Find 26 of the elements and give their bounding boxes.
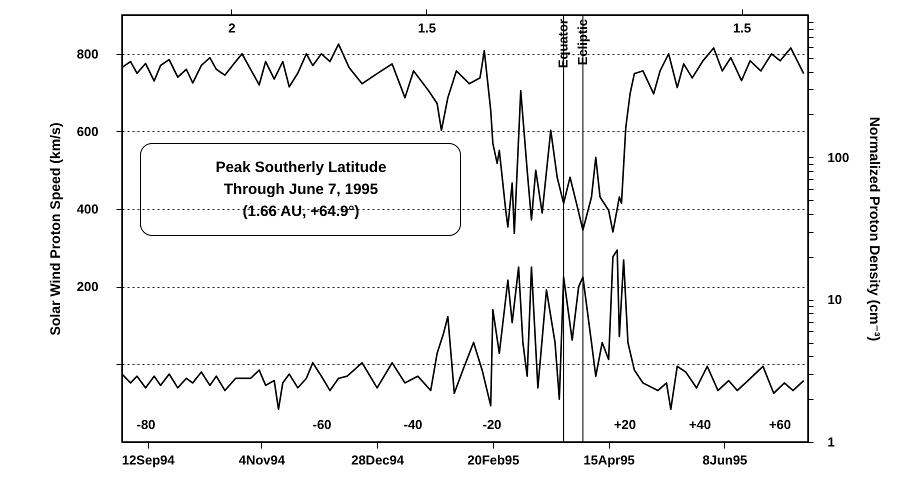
x2-tick-label: 2 bbox=[228, 20, 236, 36]
annotation: +60 bbox=[768, 417, 792, 432]
annotation: -80 bbox=[136, 417, 156, 432]
x-tick-label: 20Feb95 bbox=[467, 452, 520, 468]
x2-tick-label: 1.5 bbox=[733, 20, 752, 36]
x-tick-label: 8Jun95 bbox=[702, 452, 748, 468]
x2-tick-label: 1.5 bbox=[418, 20, 436, 36]
x-tick-label: 4Nov94 bbox=[238, 452, 286, 468]
annotation: Peak Southerly Latitude Through June 7, 1995 (1.66 AU, +64.9°) bbox=[216, 159, 386, 220]
x-tick-label: 28Dec94 bbox=[351, 452, 405, 468]
y-tick-label: 600 bbox=[76, 124, 98, 139]
y-tick-label: 200 bbox=[76, 279, 98, 294]
x-tick-label: 12Sep94 bbox=[122, 452, 176, 468]
annotation: +40 bbox=[688, 417, 712, 432]
annotation: -40 bbox=[404, 417, 422, 432]
annotation: -20 bbox=[482, 417, 502, 432]
y-tick-label: 400 bbox=[76, 202, 98, 217]
annotation: -60 bbox=[312, 417, 332, 432]
y2-tick-label: 100 bbox=[828, 150, 850, 165]
y-axis-title: Solar Wind Proton Speed (km/s) bbox=[46, 122, 63, 336]
annotation: +20 bbox=[614, 417, 636, 432]
y2-axis-title: Normalized Proton Density (cm⁻³) bbox=[867, 116, 884, 342]
y2-tick-label: 1 bbox=[828, 434, 835, 450]
y-tick-label: 800 bbox=[76, 46, 98, 62]
x-tick-label: 15Apr95 bbox=[583, 452, 635, 468]
y2-tick-label: 10 bbox=[828, 292, 842, 308]
